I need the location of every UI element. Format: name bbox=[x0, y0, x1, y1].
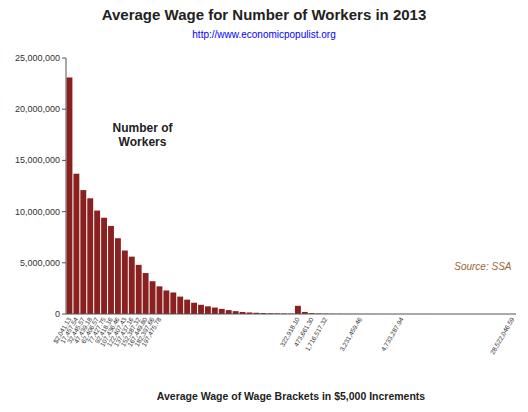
y-tick bbox=[62, 314, 66, 315]
y-tick-label: 15,000,000 bbox=[15, 155, 60, 165]
x-tick-label: 28,522,046.59 bbox=[489, 316, 516, 356]
x-tick-label: 197,475.78 bbox=[140, 316, 163, 348]
y-axis: 0 5,000,000 10,000,000 15,000,000 20,000,000… bbox=[15, 53, 66, 319]
y-tick bbox=[62, 109, 66, 110]
annotation-line: Number of bbox=[113, 121, 174, 135]
subtitle: http://www.economicpopulist.org bbox=[192, 29, 335, 40]
y-tick bbox=[62, 160, 66, 161]
y-tick-label: 10,000,000 bbox=[15, 207, 60, 217]
bar bbox=[163, 290, 169, 314]
bar bbox=[191, 303, 197, 314]
bar bbox=[67, 77, 73, 314]
y-tick bbox=[62, 58, 66, 59]
x-axis-label: Average Wage of Wage Brackets in $5,000 … bbox=[157, 390, 426, 402]
bar bbox=[295, 306, 301, 314]
y-tick-label: 20,000,000 bbox=[15, 104, 60, 114]
bar bbox=[87, 198, 93, 314]
x-tick-label: 1,716,517.32 bbox=[303, 316, 328, 353]
bar bbox=[143, 273, 149, 314]
bar bbox=[80, 190, 86, 314]
source: Source: SSA bbox=[454, 261, 512, 272]
bar bbox=[108, 226, 114, 314]
y-tick bbox=[62, 262, 66, 263]
bar bbox=[170, 292, 176, 314]
bar bbox=[150, 281, 156, 314]
bar bbox=[212, 308, 218, 314]
y-tick bbox=[62, 211, 66, 212]
bar bbox=[184, 300, 190, 314]
bar bbox=[177, 297, 183, 314]
y-tick-label: 0 bbox=[55, 309, 60, 319]
bars bbox=[67, 77, 516, 314]
annotation: Number ofWorkers bbox=[113, 121, 174, 149]
chart: Average Wage for Number of Workers in 20… bbox=[0, 0, 528, 412]
title: Average Wage for Number of Workers in 20… bbox=[102, 6, 427, 23]
x-axis-line bbox=[66, 314, 516, 315]
bar bbox=[122, 251, 128, 314]
annotation-line: Workers bbox=[119, 135, 167, 149]
x-axis: $2,041.1317,457.5432,445.5747,439.1862,4… bbox=[52, 316, 516, 356]
bar bbox=[94, 211, 100, 314]
y-tick-label: 5,000,000 bbox=[20, 258, 60, 268]
bar bbox=[219, 309, 225, 314]
y-axis-line bbox=[66, 58, 67, 314]
x-tick-label: 4,733,287.94 bbox=[380, 316, 405, 353]
bar bbox=[129, 257, 135, 314]
y-tick-label: 25,000,000 bbox=[15, 53, 60, 63]
bar bbox=[198, 305, 204, 314]
bar bbox=[157, 286, 163, 314]
x-tick-label: 3,231,459.46 bbox=[338, 316, 363, 353]
bar bbox=[136, 265, 142, 314]
bar bbox=[205, 306, 211, 314]
bar bbox=[73, 174, 79, 314]
bar bbox=[115, 238, 121, 314]
bar bbox=[101, 218, 107, 314]
bar bbox=[226, 310, 232, 314]
